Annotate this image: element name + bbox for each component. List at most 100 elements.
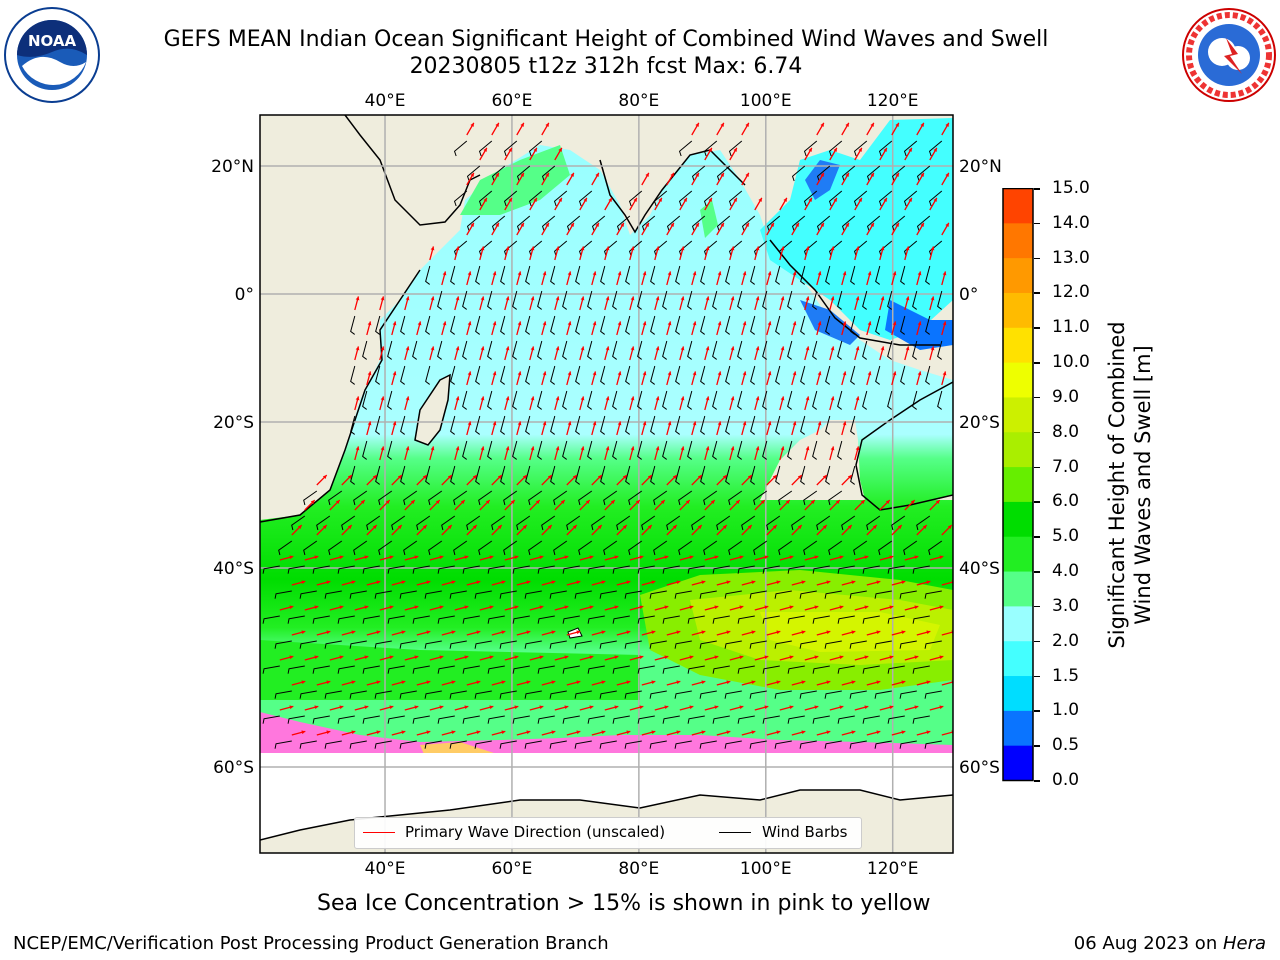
wave-direction-arrowhead [842, 321, 847, 326]
wave-direction-arrowhead [814, 705, 819, 710]
wave-direction-arrowhead [876, 580, 881, 585]
wave-direction-arrowhead [310, 500, 315, 504]
wave-direction-arrowhead [505, 396, 510, 401]
footer-date-text: 06 Aug 2023 on [1073, 933, 1223, 954]
wave-direction-arrowhead [755, 296, 760, 301]
wind-barb [800, 365, 806, 385]
wave-direction-arrowhead [805, 246, 810, 251]
wind-barb [587, 615, 605, 624]
wind-barb [374, 590, 392, 599]
wave-direction-arrowhead [689, 655, 694, 660]
wave-direction-arrowhead [501, 680, 506, 685]
wave-direction-arrowhead [945, 222, 949, 227]
wind-barb [662, 665, 680, 674]
wave-direction-arrowhead [826, 630, 831, 635]
wave-direction-arrowhead [692, 421, 697, 426]
wind-barb [612, 665, 630, 674]
wave-direction-arrowhead [845, 122, 849, 127]
wind-barb [612, 565, 630, 574]
wave-direction-arrowhead [547, 525, 552, 529]
madagascar [414, 373, 451, 446]
wave-direction-arrowhead [451, 580, 456, 585]
wave-direction-arrowhead [539, 555, 544, 560]
wave-direction-arrowhead [367, 421, 372, 426]
wind-barb [762, 440, 768, 460]
wave-direction-arrowhead [717, 271, 722, 276]
wave-direction-arrowhead [780, 396, 785, 401]
wave-direction-arrowhead [597, 525, 602, 529]
wave-direction-arrowhead [530, 396, 535, 401]
wind-barb [525, 365, 531, 385]
wave-direction-arrowhead [651, 580, 656, 585]
wave-direction-arrowhead [883, 197, 887, 202]
wave-direction-arrowhead [376, 630, 381, 635]
wind-barb [637, 565, 655, 574]
wind-barb [637, 290, 643, 310]
wave-direction-arrowhead [620, 222, 624, 227]
wave-direction-arrowhead [664, 555, 669, 560]
wind-barb [762, 340, 768, 360]
wind-barbs-legend-label: Wind Barbs [762, 823, 848, 841]
wind-barb [778, 540, 793, 556]
wave-direction-arrowhead [655, 446, 660, 451]
wind-barb [487, 340, 493, 360]
wave-direction-arrowhead [639, 555, 644, 560]
wind-barb [853, 140, 868, 157]
wave-direction-arrowhead [826, 580, 831, 585]
wind-barb [837, 390, 843, 410]
wind-barb [587, 390, 593, 410]
wave-direction-arrowhead [926, 580, 931, 585]
wave-direction-arrowhead [380, 296, 385, 301]
wave-direction-arrowhead [720, 122, 724, 127]
wind-barb [687, 565, 705, 574]
wind-barb [816, 515, 831, 531]
wind-barb [737, 665, 755, 674]
wave-direction-arrowhead [430, 296, 435, 301]
wind-barb [725, 415, 731, 435]
wind-barb [550, 415, 556, 435]
wind-barb [812, 440, 818, 460]
wind-barb [787, 615, 805, 624]
wave-direction-arrowhead [464, 555, 469, 560]
wave-direction-arrowhead [630, 296, 635, 301]
wind-barb [512, 665, 530, 674]
wind-barb [937, 340, 943, 360]
wave-direction-arrowhead [851, 680, 856, 685]
wind-barb [750, 465, 756, 485]
lat-label-right: 20°N [959, 157, 1002, 177]
colorbar-swatch [1003, 292, 1033, 328]
wave-direction-arrowhead [892, 371, 897, 376]
wind-barb [762, 390, 768, 410]
wave-direction-arrowhead [517, 321, 522, 326]
wind-barb [825, 365, 831, 385]
wind-barb [466, 215, 481, 232]
wind-barb [403, 490, 418, 506]
wind-barb [600, 315, 606, 335]
wind-barb [749, 740, 767, 749]
wave-direction-arrowhead [614, 655, 619, 660]
wind-barb [916, 515, 931, 531]
wind-barb [699, 690, 717, 699]
wind-barb [837, 715, 855, 724]
wind-barb [662, 340, 668, 360]
wave-direction-arrowhead [860, 500, 865, 504]
wave-direction-arrowhead [714, 705, 719, 710]
wind-barb [399, 640, 417, 649]
wind-barb [566, 215, 581, 232]
wave-direction-arrowhead [764, 605, 769, 610]
chart-subtitle-run-info: 20230805 t12z 312h fcst Max: 6.74 [409, 54, 803, 79]
wind-barb [387, 565, 405, 574]
wave-direction-arrowhead [451, 680, 456, 685]
wave-direction-arrowhead [467, 371, 472, 376]
wave-direction-arrowhead [301, 730, 306, 735]
wave-direction-arrowhead [858, 197, 862, 202]
colorbar-tick-label: 9.0 [1052, 386, 1080, 407]
wave-direction-arrowhead [767, 421, 772, 426]
wave-direction-arrowhead [670, 222, 674, 227]
colorbar-frame [1002, 187, 1034, 782]
wind-barb [603, 490, 618, 506]
wave-direction-arrowhead [422, 475, 427, 479]
wave-direction-arrowhead [520, 172, 524, 177]
wind-barb [850, 415, 856, 435]
wind-barb [603, 540, 618, 556]
